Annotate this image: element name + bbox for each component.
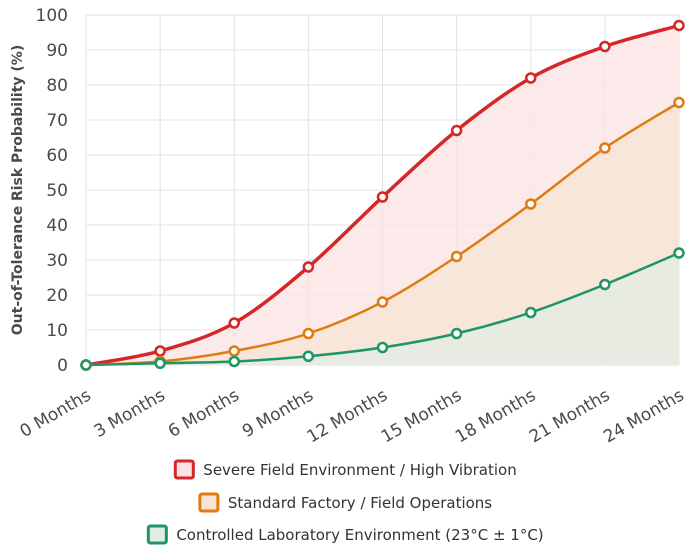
x-tick-label: 12 Months xyxy=(304,385,391,447)
legend-item: Standard Factory / Field Operations xyxy=(198,492,492,513)
y-tick-label: 50 xyxy=(46,181,68,201)
y-tick-label: 70 xyxy=(46,111,68,131)
data-point xyxy=(376,191,389,203)
data-point xyxy=(228,345,240,357)
x-tick-label: 24 Months xyxy=(600,385,687,447)
series-fills xyxy=(86,25,679,365)
legend-swatch xyxy=(198,492,220,513)
data-point xyxy=(599,142,611,154)
legend-label: Severe Field Environment / High Vibratio… xyxy=(203,461,516,479)
data-point xyxy=(154,357,166,369)
series-points xyxy=(80,19,685,371)
x-tick-label: 15 Months xyxy=(378,385,465,447)
data-point xyxy=(154,345,166,357)
y-axis-label: Out-of-Tolerance Risk Probability (%) xyxy=(10,45,26,335)
x-tick-label: 0 Months xyxy=(17,385,95,442)
x-tick-label: 6 Months xyxy=(165,385,243,442)
legend-swatch xyxy=(146,524,168,545)
x-tick-label: 21 Months xyxy=(526,385,613,447)
y-tick-label: 30 xyxy=(46,251,68,271)
legend-label: Controlled Laboratory Environment (23°C … xyxy=(176,526,543,544)
x-tick-label: 3 Months xyxy=(91,385,169,442)
y-tick-label: 0 xyxy=(57,356,68,376)
data-point xyxy=(599,278,611,291)
y-tick-label: 80 xyxy=(46,76,68,96)
series-fill-1 xyxy=(86,102,679,365)
data-point xyxy=(450,327,463,340)
data-point xyxy=(80,359,92,371)
data-point xyxy=(376,296,389,308)
data-point xyxy=(450,124,463,137)
data-point xyxy=(228,355,240,368)
y-axis-ticks: 0 10 20 30 40 50 60 70 80 90 100 xyxy=(36,6,68,376)
series-fill-2 xyxy=(86,253,679,365)
data-point xyxy=(302,327,315,340)
y-tick-label: 100 xyxy=(36,6,68,26)
data-point xyxy=(450,250,463,263)
y-tick-label: 10 xyxy=(46,321,68,341)
legend: Severe Field Environment / High Vibratio… xyxy=(146,459,544,545)
legend-label: Standard Factory / Field Operations xyxy=(228,494,492,512)
y-tick-label: 60 xyxy=(46,146,68,166)
data-point xyxy=(525,306,537,319)
series-line-1 xyxy=(85,101,680,367)
data-point xyxy=(673,247,685,259)
x-tick-label: 18 Months xyxy=(452,385,539,447)
data-point xyxy=(599,40,611,53)
data-point xyxy=(302,261,315,273)
legend-swatch xyxy=(173,459,195,480)
legend-item: Controlled Laboratory Environment (23°C … xyxy=(146,524,544,545)
data-point xyxy=(673,96,685,109)
y-tick-label: 40 xyxy=(46,216,68,236)
y-tick-label: 90 xyxy=(46,41,68,61)
data-point xyxy=(376,341,389,354)
y-tick-label: 20 xyxy=(46,286,68,306)
data-point xyxy=(525,198,537,210)
legend-item: Severe Field Environment / High Vibratio… xyxy=(173,459,517,480)
data-point xyxy=(302,350,315,362)
data-point xyxy=(525,72,537,84)
data-point xyxy=(673,19,685,32)
data-point xyxy=(228,317,240,329)
